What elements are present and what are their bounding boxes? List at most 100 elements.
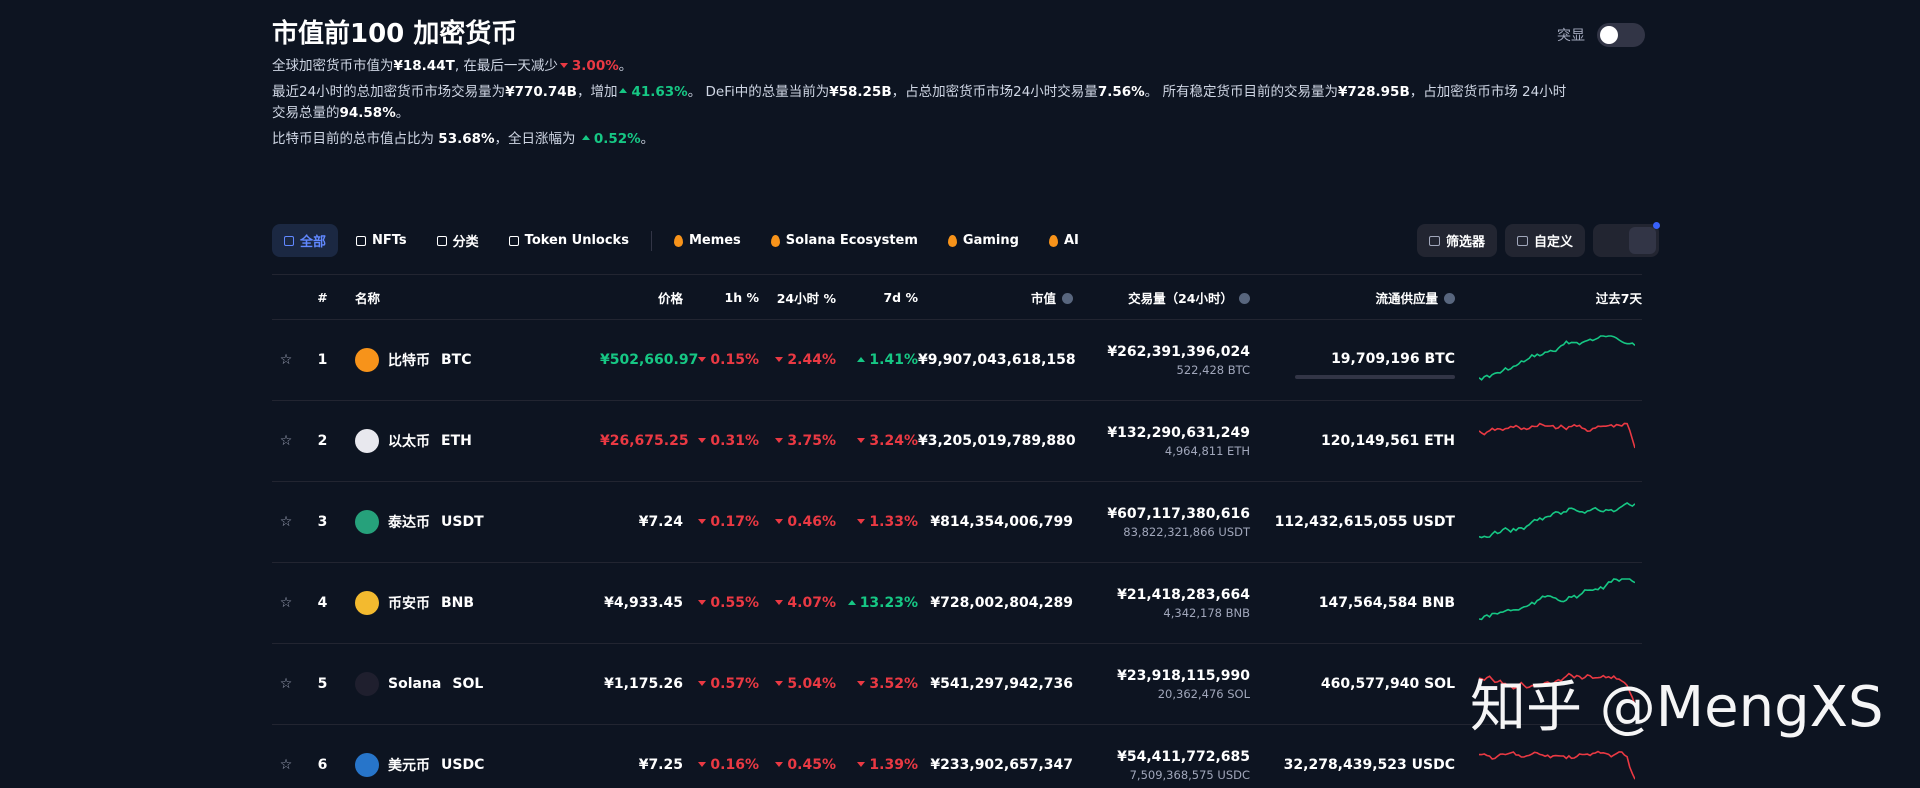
tab[interactable]: 全部 bbox=[272, 224, 339, 257]
volume-cell: ¥54,411,772,685 7,509,368,575 USDC bbox=[1073, 749, 1250, 782]
trend-arrow bbox=[698, 680, 707, 686]
volume: ¥23,918,115,990 bbox=[1117, 667, 1250, 684]
supply-cell: 32,278,439,523 USDC bbox=[1250, 757, 1455, 773]
volume: ¥54,411,772,685 bbox=[1117, 748, 1250, 765]
info-icon bbox=[1062, 292, 1073, 304]
sparkline bbox=[1479, 672, 1635, 706]
table-row: ☆ 6 美元币 USDC ¥7.25 0.16% 0.45% 1.39% ¥233,902,65… bbox=[272, 724, 1642, 788]
info-icon bbox=[1239, 292, 1250, 304]
favorite-star[interactable]: ☆ bbox=[279, 595, 293, 611]
view-switch[interactable] bbox=[1593, 222, 1661, 257]
supply-cell: 120,149,561 ETH bbox=[1250, 433, 1455, 449]
favorite-star[interactable]: ☆ bbox=[279, 352, 293, 368]
coin-name-cell[interactable]: 币安币 BNB bbox=[345, 591, 600, 615]
tool-button[interactable]: 筛选器 bbox=[1417, 224, 1498, 257]
percent-change: 0.55% bbox=[683, 595, 759, 611]
price: ¥7.24 bbox=[638, 514, 683, 530]
list-view[interactable] bbox=[1596, 227, 1623, 254]
summary-text: 全球加密货币市值为 bbox=[272, 58, 394, 74]
summary-text: ¥728.95B bbox=[1337, 83, 1410, 100]
volume-cell: ¥23,918,115,990 20,362,476 SOL bbox=[1073, 668, 1250, 701]
tab[interactable]: AI bbox=[1037, 224, 1091, 257]
tab[interactable]: Memes bbox=[662, 224, 753, 257]
coin-name: 泰达币 bbox=[388, 515, 430, 531]
tab-label: NFTs bbox=[372, 233, 407, 248]
sparkline-cell bbox=[1455, 332, 1642, 388]
coin-name-cell[interactable]: Solana SOL bbox=[345, 672, 600, 696]
favorite-star[interactable]: ☆ bbox=[279, 433, 293, 449]
coin-symbol: USDT bbox=[441, 514, 484, 530]
coin-icon bbox=[355, 510, 379, 534]
tab-icon bbox=[284, 235, 294, 246]
tab[interactable]: Gaming bbox=[936, 224, 1031, 257]
coin-name-cell[interactable]: 以太币 ETH bbox=[345, 429, 600, 453]
tab-icon bbox=[1048, 234, 1058, 247]
tool-button[interactable]: 自定义 bbox=[1505, 224, 1586, 257]
percent-change: 0.17% bbox=[683, 514, 759, 530]
sparkline bbox=[1479, 502, 1635, 539]
tab[interactable]: Solana Ecosystem bbox=[759, 224, 930, 257]
column-header: 价格 bbox=[600, 288, 683, 307]
volume: ¥21,418,283,664 bbox=[1117, 586, 1250, 603]
tab[interactable]: Token Unlocks bbox=[497, 224, 641, 257]
coin-name-cell[interactable]: 泰达币 USDT bbox=[345, 510, 600, 534]
trend-arrow bbox=[775, 356, 784, 362]
sparkline-path bbox=[1479, 672, 1635, 706]
rank: 1 bbox=[317, 352, 328, 368]
percent-text: 0.57% bbox=[710, 676, 759, 692]
column-label: # bbox=[317, 289, 328, 305]
tab[interactable]: 分类 bbox=[425, 224, 491, 257]
summary-text: ，增加 bbox=[576, 83, 618, 100]
summary-text: , 在最后一天减少 bbox=[454, 58, 558, 74]
volume: ¥607,117,380,616 bbox=[1107, 505, 1250, 522]
summary-text: 53.68% bbox=[438, 130, 495, 147]
percent-change: 0.57% bbox=[683, 676, 759, 692]
coin-name-cell[interactable]: 美元币 USDC bbox=[345, 753, 600, 777]
rank: 6 bbox=[317, 757, 328, 773]
favorite-star[interactable]: ☆ bbox=[279, 514, 293, 530]
summary-text: 0.52% bbox=[593, 130, 641, 147]
percent-change: 0.15% bbox=[683, 352, 759, 368]
supply-cell: 147,564,584 BNB bbox=[1250, 595, 1455, 611]
tab-label: AI bbox=[1063, 233, 1079, 248]
trend-arrow bbox=[775, 599, 784, 605]
price: ¥1,175.26 bbox=[604, 676, 683, 692]
coin-symbol: USDC bbox=[441, 757, 485, 773]
supply-bar bbox=[1295, 375, 1455, 379]
favorite-star[interactable]: ☆ bbox=[279, 757, 293, 773]
column-header: 过去7天 bbox=[1455, 288, 1642, 307]
highlight-toggle[interactable]: 突显 bbox=[1557, 23, 1645, 47]
trend-arrow bbox=[857, 437, 866, 443]
column-header: 名称 bbox=[345, 288, 600, 307]
column-header: # bbox=[300, 290, 345, 305]
coin-name: 币安币 bbox=[388, 596, 430, 612]
tab-label: Solana Ecosystem bbox=[785, 233, 918, 248]
percent-text: 2.44% bbox=[787, 352, 836, 368]
sparkline bbox=[1479, 422, 1635, 449]
volume-coin: 4,342,178 BNB bbox=[1163, 605, 1250, 620]
price: ¥7.25 bbox=[638, 757, 683, 773]
summary-text: 。 所有稳定货币目前的交易量为 bbox=[1144, 83, 1338, 100]
sparkline-cell bbox=[1455, 737, 1642, 788]
toggle-switch[interactable] bbox=[1597, 23, 1645, 47]
summary-text: ¥770.74B bbox=[505, 83, 577, 100]
coin-name-cell[interactable]: 比特币 BTC bbox=[345, 348, 600, 372]
trend-arrow bbox=[857, 356, 866, 362]
trend-arrow bbox=[775, 518, 784, 524]
grid-view[interactable] bbox=[1629, 227, 1657, 254]
volume-coin: 7,509,368,575 USDC bbox=[1129, 767, 1250, 782]
supply: 147,564,584 BNB bbox=[1318, 595, 1455, 611]
column-label: 交易量（24小时） bbox=[1128, 290, 1233, 306]
volume-cell: ¥607,117,380,616 83,822,321,866 USDT bbox=[1073, 506, 1250, 539]
summary-text: 。 bbox=[640, 130, 655, 147]
sparkline-cell bbox=[1455, 656, 1642, 712]
summary-text: 。 DeFi中的总量当前为 bbox=[687, 83, 830, 100]
price: ¥502,660.97 bbox=[600, 352, 699, 368]
trend-arrow bbox=[698, 761, 707, 767]
favorite-star[interactable]: ☆ bbox=[279, 676, 293, 692]
column-label: 流通供应量 bbox=[1375, 290, 1438, 306]
summary-text: ，占总加密货币市场24小时交易量 bbox=[891, 83, 1098, 100]
tab[interactable]: NFTs bbox=[344, 224, 419, 257]
percent-text: 3.24% bbox=[869, 433, 918, 449]
column-header: 1h % bbox=[683, 290, 759, 305]
